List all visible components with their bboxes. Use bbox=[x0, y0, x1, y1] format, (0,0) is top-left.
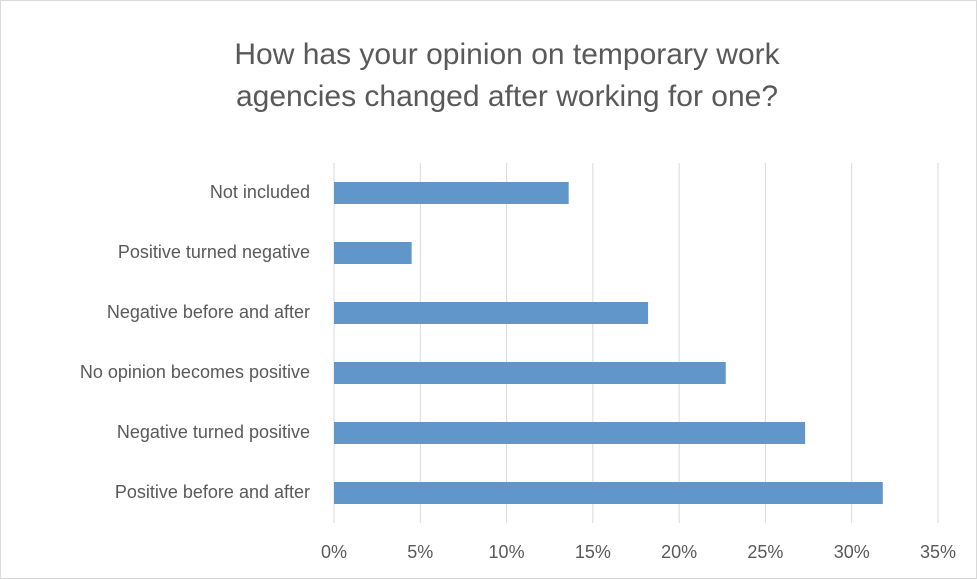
y-tick-label: Positive turned negative bbox=[118, 242, 310, 262]
y-tick-label: No opinion becomes positive bbox=[80, 362, 310, 382]
bar bbox=[334, 482, 883, 504]
chart-title: How has your opinion on temporary work bbox=[234, 38, 780, 71]
x-tick-label: 0% bbox=[321, 542, 347, 562]
x-tick-label: 25% bbox=[747, 542, 783, 562]
bar bbox=[334, 182, 569, 204]
y-tick-label: Positive before and after bbox=[115, 482, 310, 502]
bar bbox=[334, 302, 649, 324]
x-tick-label: 10% bbox=[489, 542, 525, 562]
bar bbox=[334, 362, 726, 384]
y-tick-label: Not included bbox=[210, 182, 310, 202]
bar bbox=[334, 422, 806, 444]
x-tick-label: 5% bbox=[407, 542, 433, 562]
y-tick-label: Negative turned positive bbox=[117, 422, 310, 442]
y-tick-label: Negative before and after bbox=[107, 302, 310, 322]
chart-title: agencies changed after working for one? bbox=[236, 80, 778, 113]
x-tick-label: 30% bbox=[834, 542, 870, 562]
x-tick-label: 20% bbox=[661, 542, 697, 562]
bar bbox=[334, 242, 412, 264]
x-tick-label: 15% bbox=[575, 542, 611, 562]
x-tick-label: 35% bbox=[920, 542, 956, 562]
